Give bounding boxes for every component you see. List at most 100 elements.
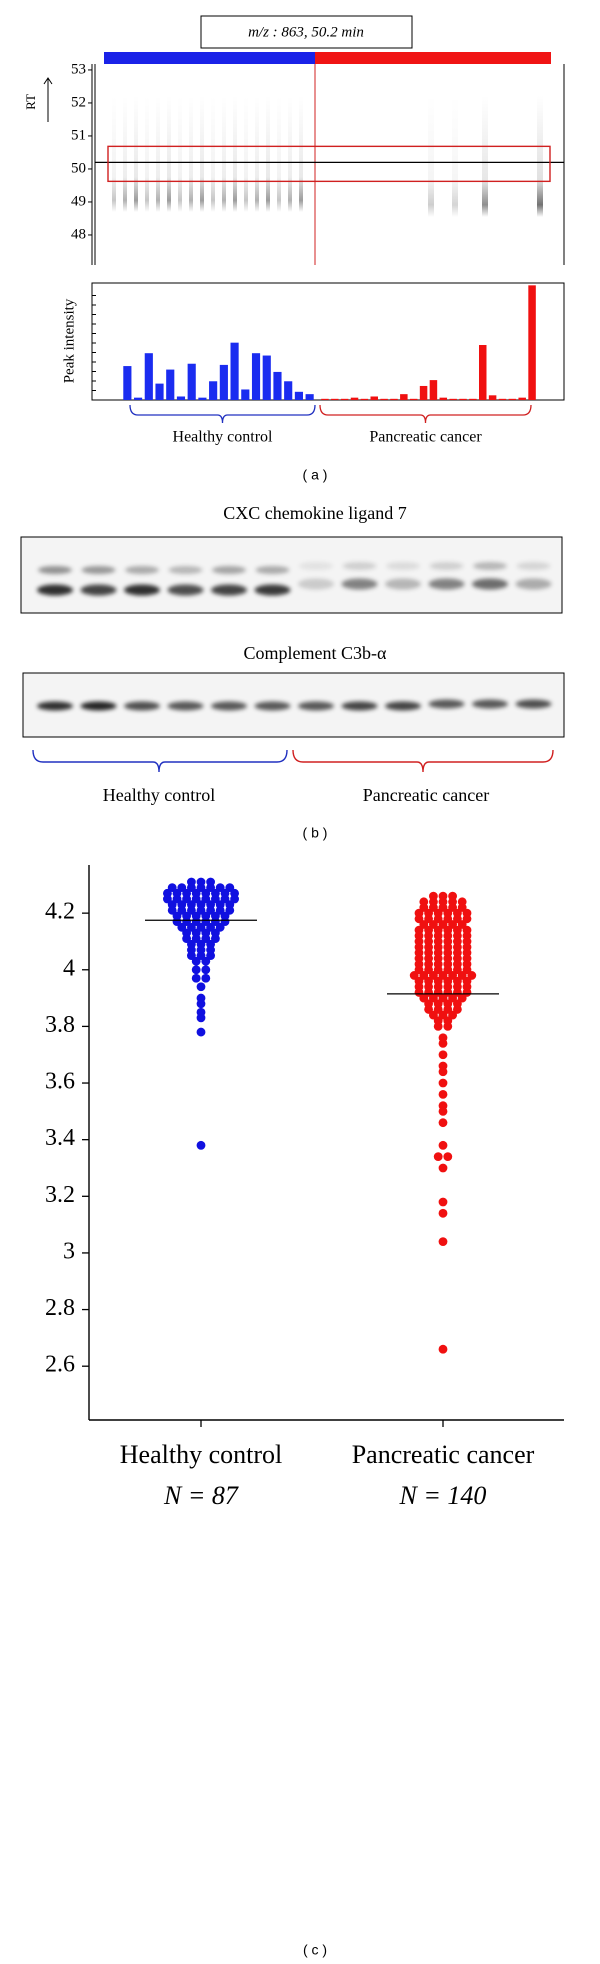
signal	[537, 95, 543, 217]
band	[81, 566, 116, 574]
bar	[508, 398, 517, 400]
dot	[196, 1013, 206, 1023]
band	[212, 566, 246, 574]
group-label: Pancreatic cancer	[369, 429, 482, 446]
dot-plot: 2.6 2.8 3 3.2 3.4 3.6 3.8 4 4.2 Healthy control N …	[45, 865, 564, 1510]
band	[299, 562, 333, 570]
signal	[233, 95, 237, 212]
band	[38, 566, 72, 574]
dot	[438, 1050, 448, 1060]
caption: ( c )	[303, 1942, 327, 1958]
caption: ( b )	[303, 825, 328, 841]
group-bar	[104, 52, 315, 64]
band	[515, 578, 552, 590]
dot	[438, 1078, 448, 1088]
bar	[528, 285, 536, 400]
dot	[196, 1140, 206, 1150]
band	[386, 562, 420, 570]
signal	[244, 95, 248, 212]
signal	[145, 95, 149, 212]
bar	[479, 345, 487, 400]
bar-chart: Healthy control Pancreatic cancer Peak int…	[61, 282, 565, 446]
y-axis-label: RT	[23, 94, 38, 110]
dot	[201, 973, 211, 983]
y-tick-label: 51	[71, 127, 86, 143]
band	[341, 701, 378, 711]
bar	[155, 383, 164, 400]
band	[428, 699, 465, 709]
bar	[409, 398, 418, 400]
signal	[156, 95, 160, 212]
bar	[166, 369, 175, 400]
y-tick-label: 2.6	[45, 1352, 75, 1378]
bar	[209, 381, 218, 400]
header: m/z : 863, 50.2 min	[248, 24, 364, 40]
signal	[452, 95, 458, 217]
bar	[187, 363, 196, 400]
dot	[438, 1344, 448, 1354]
bar	[469, 398, 477, 400]
bar	[419, 385, 428, 400]
bar	[360, 398, 369, 400]
bar	[230, 342, 239, 400]
bar	[390, 398, 398, 400]
arrow	[43, 77, 53, 122]
signal	[299, 95, 303, 212]
dot	[438, 1118, 448, 1128]
brace	[129, 404, 316, 424]
band	[37, 701, 73, 711]
signal	[211, 95, 215, 212]
signal	[123, 95, 127, 212]
signal	[112, 95, 116, 212]
bar	[134, 397, 143, 400]
signal	[178, 95, 182, 212]
band	[298, 701, 334, 711]
ion-map: 48 49 50 51 52 53 RT	[23, 52, 565, 265]
bar	[439, 397, 448, 400]
band	[341, 578, 378, 590]
band	[124, 584, 160, 596]
blot	[20, 536, 563, 614]
x-tick-label: Pancreatic cancer	[352, 1440, 535, 1469]
dot	[196, 982, 206, 992]
bar	[429, 380, 438, 400]
band	[80, 701, 117, 711]
dot	[438, 1067, 448, 1077]
y-tick-label: 3.2	[45, 1182, 75, 1208]
signal	[200, 95, 204, 212]
blot-title: CXC chemokine ligand 7	[223, 503, 406, 523]
bar	[273, 371, 282, 400]
y-tick-label: 49	[71, 193, 86, 209]
dot	[196, 1027, 206, 1037]
band	[254, 584, 291, 596]
bar	[449, 398, 457, 400]
bar	[294, 391, 303, 400]
signal	[288, 95, 292, 212]
band	[472, 578, 508, 590]
n-label: N = 87	[163, 1481, 239, 1510]
dot	[438, 1237, 448, 1247]
y-axis-label: Peak intensity	[61, 298, 77, 383]
dot	[191, 973, 201, 983]
bar	[198, 397, 207, 400]
y-tick-label: 4.2	[45, 899, 75, 925]
bar	[123, 366, 132, 400]
band	[429, 562, 464, 570]
group-label: Pancreatic cancer	[363, 785, 489, 805]
y-tick-label: 3.4	[45, 1125, 75, 1151]
dot	[191, 956, 201, 966]
bar	[219, 364, 228, 400]
bar	[251, 353, 261, 400]
signal	[482, 95, 488, 217]
band	[428, 578, 465, 590]
signal	[134, 95, 138, 212]
bar	[340, 398, 349, 400]
dot	[438, 1208, 448, 1218]
dot	[438, 1140, 448, 1150]
dot	[433, 1152, 443, 1162]
bar	[262, 355, 271, 400]
dot	[438, 1106, 448, 1116]
brace	[32, 749, 288, 773]
bar	[284, 381, 293, 400]
dot	[438, 1038, 448, 1048]
